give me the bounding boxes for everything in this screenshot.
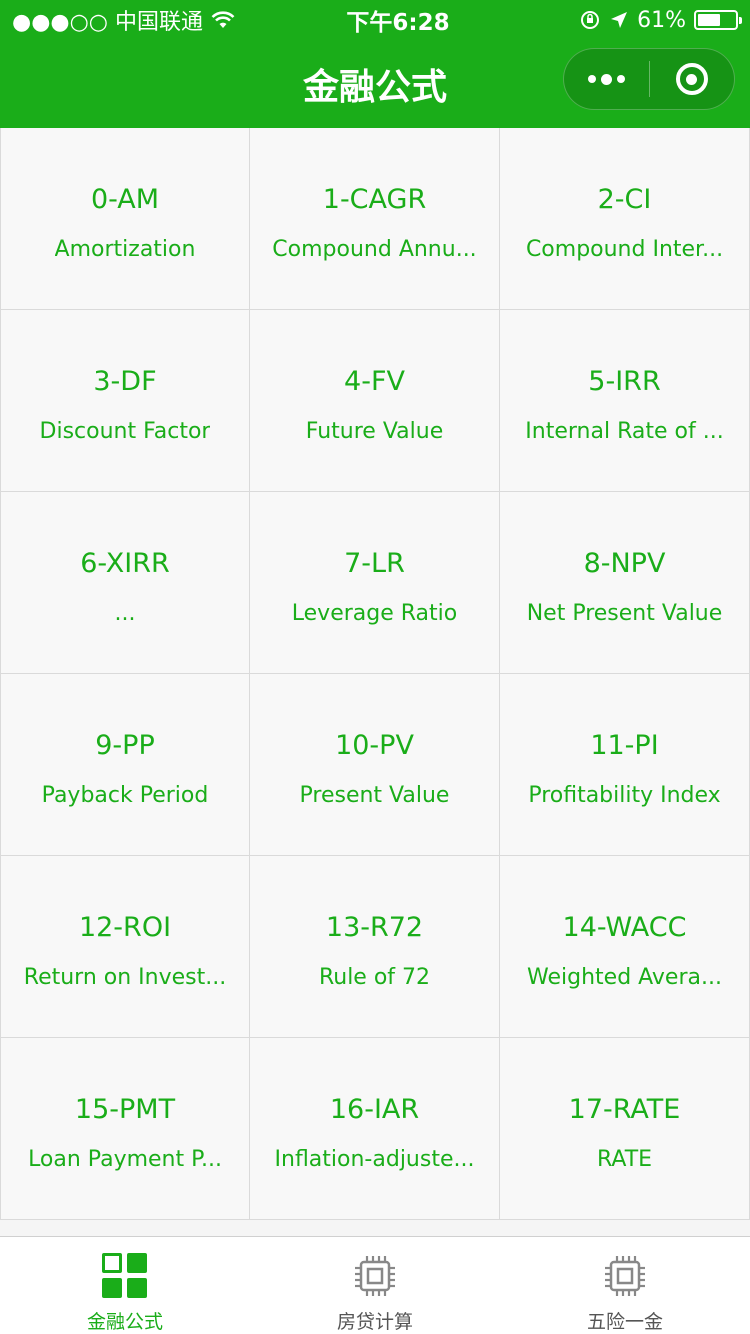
page-title: 金融公式: [302, 67, 447, 108]
formula-name: Net Present Value: [526, 601, 723, 626]
close-button[interactable]: [650, 49, 734, 109]
formula-cell[interactable]: 4-FV Future Value: [250, 310, 500, 492]
chip-icon: [605, 1256, 645, 1296]
formula-name: Payback Period: [41, 783, 209, 808]
formula-code: 5-IRR: [588, 366, 661, 397]
location-arrow-icon: [611, 12, 628, 28]
formula-code: 7-LR: [344, 548, 405, 579]
formula-code: 6-XIRR: [80, 548, 170, 579]
formula-name: Rule of 72: [318, 965, 431, 990]
formula-cell[interactable]: 3-DF Discount Factor: [0, 310, 250, 492]
capsule-divider: [649, 61, 650, 97]
formula-code: 10-PV: [335, 730, 414, 761]
status-carrier-group: ●●●○○ 中国联通: [12, 4, 292, 36]
formula-code: 14-WACC: [562, 912, 687, 943]
formula-code: 13-R72: [325, 912, 424, 943]
formula-name: Amortization: [54, 237, 196, 262]
formula-cell[interactable]: 13-R72 Rule of 72: [250, 856, 500, 1038]
formula-name: Loan Payment P...: [28, 1147, 222, 1172]
formula-name: RATE: [596, 1147, 653, 1172]
tab-finance-formulas[interactable]: 金融公式: [0, 1237, 250, 1334]
formula-cell[interactable]: 0-AM Amortization: [0, 128, 250, 310]
formula-name: Compound Annu...: [272, 237, 477, 262]
more-dot-icon: [617, 75, 625, 83]
wifi-icon: [211, 11, 235, 28]
formula-name: Return on Invest...: [23, 965, 227, 990]
formula-code: 11-PI: [590, 730, 659, 761]
formula-code: 1-CAGR: [322, 184, 427, 215]
battery-icon: [694, 10, 742, 30]
tab-label: 房贷计算: [336, 1311, 413, 1333]
more-dot-icon: [601, 73, 612, 85]
battery-percent: 61%: [637, 7, 686, 33]
formula-cell[interactable]: 12-ROI Return on Invest...: [0, 856, 250, 1038]
formula-cell[interactable]: 2-CI Compound Inter...: [500, 128, 750, 310]
formula-code: 12-ROI: [78, 912, 172, 943]
more-button[interactable]: [564, 49, 649, 109]
formula-name: Future Value: [305, 419, 444, 444]
tab-label: 金融公式: [86, 1311, 163, 1333]
formula-code: 15-PMT: [74, 1094, 176, 1125]
status-right-group: 61%: [528, 7, 742, 33]
battery-fill: [698, 14, 720, 26]
formula-name: Compound Inter...: [525, 237, 724, 262]
formula-code: 16-IAR: [329, 1094, 420, 1125]
more-dot-icon: [588, 75, 596, 83]
close-target-icon: [675, 63, 708, 95]
formula-name: Leverage Ratio: [291, 601, 458, 626]
formula-cell[interactable]: 17-RATE RATE: [500, 1038, 750, 1220]
formula-cell[interactable]: 5-IRR Internal Rate of ...: [500, 310, 750, 492]
formula-name: Internal Rate of ...: [525, 419, 724, 444]
carrier-label: ●●●○○ 中国联通: [12, 10, 203, 35]
tab-label: 五险一金: [586, 1311, 663, 1333]
formula-name: Discount Factor: [39, 419, 211, 444]
tab-mortgage-calculator[interactable]: 房贷计算: [250, 1237, 500, 1334]
formula-grid: 0-AM Amortization 1-CAGR Compound Annu... 2-…: [0, 128, 750, 1220]
chip-icon: [355, 1256, 395, 1296]
navigation-bar: 金融公式: [0, 40, 750, 128]
formula-code: 3-DF: [93, 366, 157, 397]
status-time: 下午6:28: [346, 10, 450, 36]
formula-code: 9-PP: [95, 730, 155, 761]
tab-bar: 金融公式 房贷计算 五险一金: [0, 1236, 750, 1334]
formula-cell[interactable]: 16-IAR Inflation-adjuste...: [250, 1038, 500, 1220]
rotation-lock-icon: [581, 11, 600, 29]
formula-code: 2-CI: [597, 184, 652, 215]
formula-cell[interactable]: 6-XIRR...: [0, 492, 250, 674]
formula-code: 17-RATE: [568, 1094, 681, 1125]
formula-cell[interactable]: 14-WACC Weighted Avera...: [500, 856, 750, 1038]
grid-icon: [102, 1253, 148, 1299]
formula-name: Weighted Avera...: [527, 965, 722, 990]
formula-name: Inflation-adjuste...: [274, 1147, 475, 1172]
formula-cell[interactable]: 7-LR Leverage Ratio: [250, 492, 500, 674]
formula-cell[interactable]: 11-PI Profitability Index: [500, 674, 750, 856]
formula-name: Present Value: [299, 783, 450, 808]
status-bar: ●●●○○ 中国联通 下午6:28 61%: [0, 0, 750, 40]
formula-cell[interactable]: 10-PV Present Value: [250, 674, 500, 856]
formula-code: 8-NPV: [583, 548, 666, 579]
miniprogram-capsule: [563, 48, 735, 110]
formula-code: 0-AM: [90, 184, 160, 215]
formula-name: Profitability Index: [528, 783, 721, 808]
formula-code: 4-FV: [344, 366, 405, 397]
formula-cell[interactable]: 1-CAGR Compound Annu...: [250, 128, 500, 310]
formula-cell[interactable]: 8-NPV Net Present Value: [500, 492, 750, 674]
formula-name: ...: [114, 601, 136, 626]
tab-social-insurance[interactable]: 五险一金: [500, 1237, 750, 1334]
formula-cell[interactable]: 15-PMT Loan Payment P...: [0, 1038, 250, 1220]
formula-cell[interactable]: 9-PP Payback Period: [0, 674, 250, 856]
